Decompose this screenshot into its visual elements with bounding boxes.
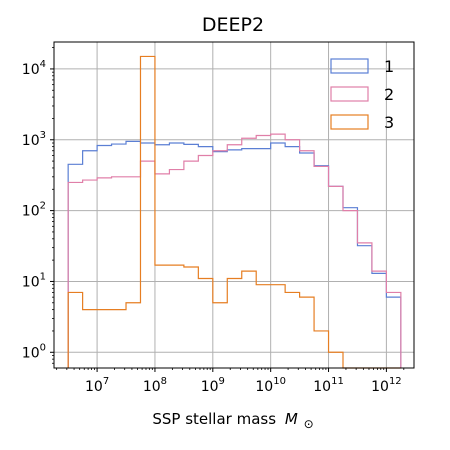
axis-ticks: 107 108 109 1010 1011 1012 100 101 102 103 104 — [22, 47, 405, 395]
x-tick-label: 108 — [143, 376, 167, 395]
x-tick-label: 1010 — [255, 376, 286, 395]
histogram-series — [67, 55, 402, 369]
legend-label-2: 2 — [384, 85, 394, 104]
x-tick-label: 1011 — [313, 376, 344, 395]
x-tick-label: 1012 — [371, 376, 402, 395]
series-1-step-line — [67, 140, 402, 368]
legend-swatch-1 — [330, 58, 369, 74]
legend: 1 2 3 — [330, 57, 394, 132]
x-tick-label: 107 — [85, 376, 109, 395]
legend-label-3: 3 — [384, 113, 394, 132]
x-tick-label: 109 — [201, 376, 225, 395]
y-tick-label: 104 — [22, 59, 46, 78]
chart-title: DEEP2 — [202, 14, 264, 36]
legend-swatch-3 — [330, 114, 369, 130]
grid — [54, 42, 414, 368]
legend-label-1: 1 — [384, 57, 394, 76]
y-tick-label: 101 — [22, 271, 46, 290]
x-axis-label-symbol: M — [285, 410, 298, 428]
y-tick-label: 100 — [22, 342, 46, 361]
y-tick-label: 102 — [22, 201, 46, 220]
x-axis-label-text: SSP stellar mass — [152, 410, 276, 428]
y-tick-label: 103 — [22, 130, 46, 149]
x-axis-label: SSP stellar mass M ⊙ — [152, 410, 313, 431]
x-axis-label-subscript: ⊙ — [304, 417, 314, 431]
series-2-step-line — [67, 133, 402, 368]
legend-swatch-2 — [330, 86, 369, 102]
series-3-step-line — [67, 55, 401, 369]
plot-frame — [53, 41, 415, 369]
